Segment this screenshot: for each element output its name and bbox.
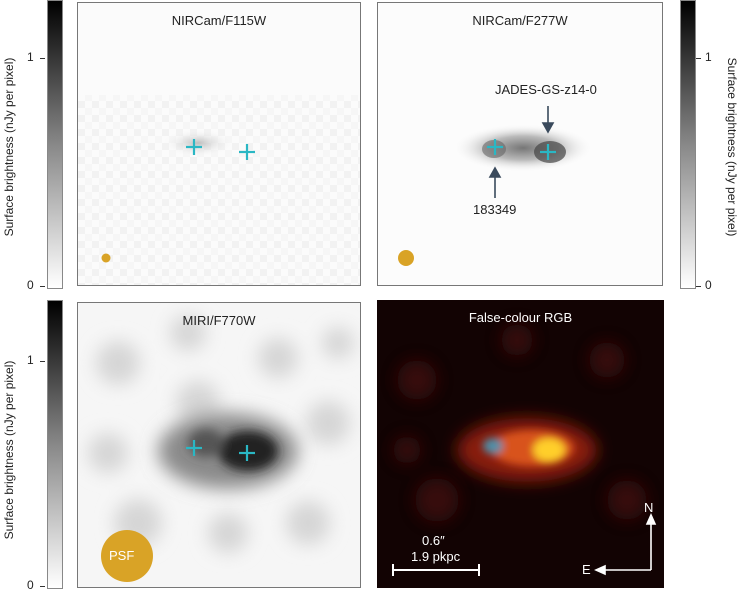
- f277w-image: [398, 106, 593, 266]
- colorbar-tick-1: 1: [27, 353, 34, 367]
- tick-mark: [696, 58, 701, 59]
- scale-arcsec: 0.6″: [422, 533, 445, 548]
- panel-f277w: NIRCam/F277W JADES-GS-z14-0 183349: [377, 2, 663, 286]
- scale-bar: [392, 564, 480, 576]
- compass-north: N: [644, 500, 654, 515]
- compass-east: E: [582, 562, 591, 577]
- colorbar-tick-0: 0: [27, 578, 34, 592]
- marker-cross: [540, 144, 556, 160]
- panel-title: False-colour RGB: [468, 310, 573, 325]
- colorbar-label: Surface brightness (nJy per pixel): [2, 57, 16, 237]
- colorbar-tick-1: 1: [705, 50, 712, 64]
- tick-mark: [40, 361, 45, 362]
- colorbar-label: Surface brightness (nJy per pixel): [725, 57, 739, 237]
- f770w-image: [88, 315, 354, 582]
- psf-marker: [398, 250, 414, 266]
- panel-f115w: NIRCam/F115W: [77, 2, 361, 286]
- marker-cross: [239, 144, 255, 160]
- psf-disk: [101, 530, 153, 582]
- panel-title: MIRI/F770W: [182, 313, 256, 328]
- panel-title: NIRCam/F115W: [171, 13, 267, 28]
- tick-mark: [40, 58, 45, 59]
- arrow-183349: [488, 166, 502, 198]
- marker-cross: [487, 139, 503, 155]
- arrow-jades: [541, 106, 555, 134]
- label-jades-gs-z14-0: JADES-GS-z14-0: [495, 82, 597, 97]
- tick-mark: [40, 286, 45, 287]
- colorbar-tick-0: 0: [27, 278, 34, 292]
- marker-cross: [239, 445, 255, 461]
- marker-cross: [186, 139, 202, 155]
- f115w-image: [78, 95, 360, 285]
- colorbar-tick-1: 1: [27, 50, 34, 64]
- colorbar-top-left: [47, 0, 63, 289]
- panel-f770w: MIRI/F770W PSF: [77, 302, 361, 588]
- panel-title: NIRCam/F277W: [472, 13, 568, 28]
- psf-label: PSF: [109, 548, 135, 563]
- compass: [594, 513, 657, 576]
- marker-cross: [186, 440, 202, 456]
- colorbar-label: Surface brightness (nJy per pixel): [2, 360, 16, 540]
- colorbar-top-right: [680, 0, 696, 289]
- scale-kpc: 1.9 pkpc: [411, 549, 461, 564]
- psf-marker: [101, 253, 111, 263]
- panel-false-colour-rgb: False-colour RGB 0.6″ 1.9 pkpc N E: [377, 300, 664, 588]
- rgb-image: [392, 324, 657, 576]
- label-183349: 183349: [473, 202, 517, 217]
- colorbar-tick-0: 0: [705, 278, 712, 292]
- colorbar-bottom-left: [47, 300, 63, 589]
- tick-mark: [696, 286, 701, 287]
- tick-mark: [40, 586, 45, 587]
